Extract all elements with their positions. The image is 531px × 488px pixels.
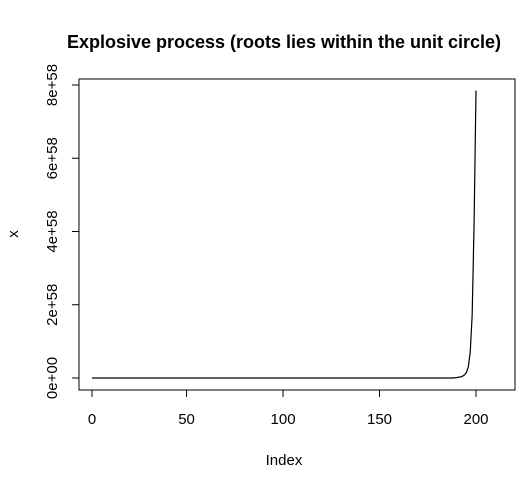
x-axis: 0 50 100 150 200 xyxy=(88,389,489,428)
y-tick-label: 2e+58 xyxy=(44,284,61,326)
y-tick-label: 0e+00 xyxy=(44,357,61,399)
chart-title: Explosive process (roots lies within the… xyxy=(67,32,501,52)
y-axis-title: x xyxy=(5,230,22,238)
y-tick-label: 4e+58 xyxy=(44,210,61,252)
x-tick-label: 50 xyxy=(178,411,195,428)
series-layer xyxy=(92,90,477,379)
y-tick-label: 6e+58 xyxy=(44,137,61,179)
y-axis: 0e+00 2e+58 4e+58 6e+58 8e+58 xyxy=(44,64,80,399)
series-line xyxy=(92,90,477,379)
x-axis-title: Index xyxy=(266,452,303,469)
x-tick-label: 100 xyxy=(271,411,296,428)
y-tick-label: 8e+58 xyxy=(44,64,61,106)
x-tick-label: 200 xyxy=(463,411,488,428)
plot-frame xyxy=(78,78,516,391)
x-tick-label: 0 xyxy=(88,411,96,428)
x-tick-label: 150 xyxy=(367,411,392,428)
